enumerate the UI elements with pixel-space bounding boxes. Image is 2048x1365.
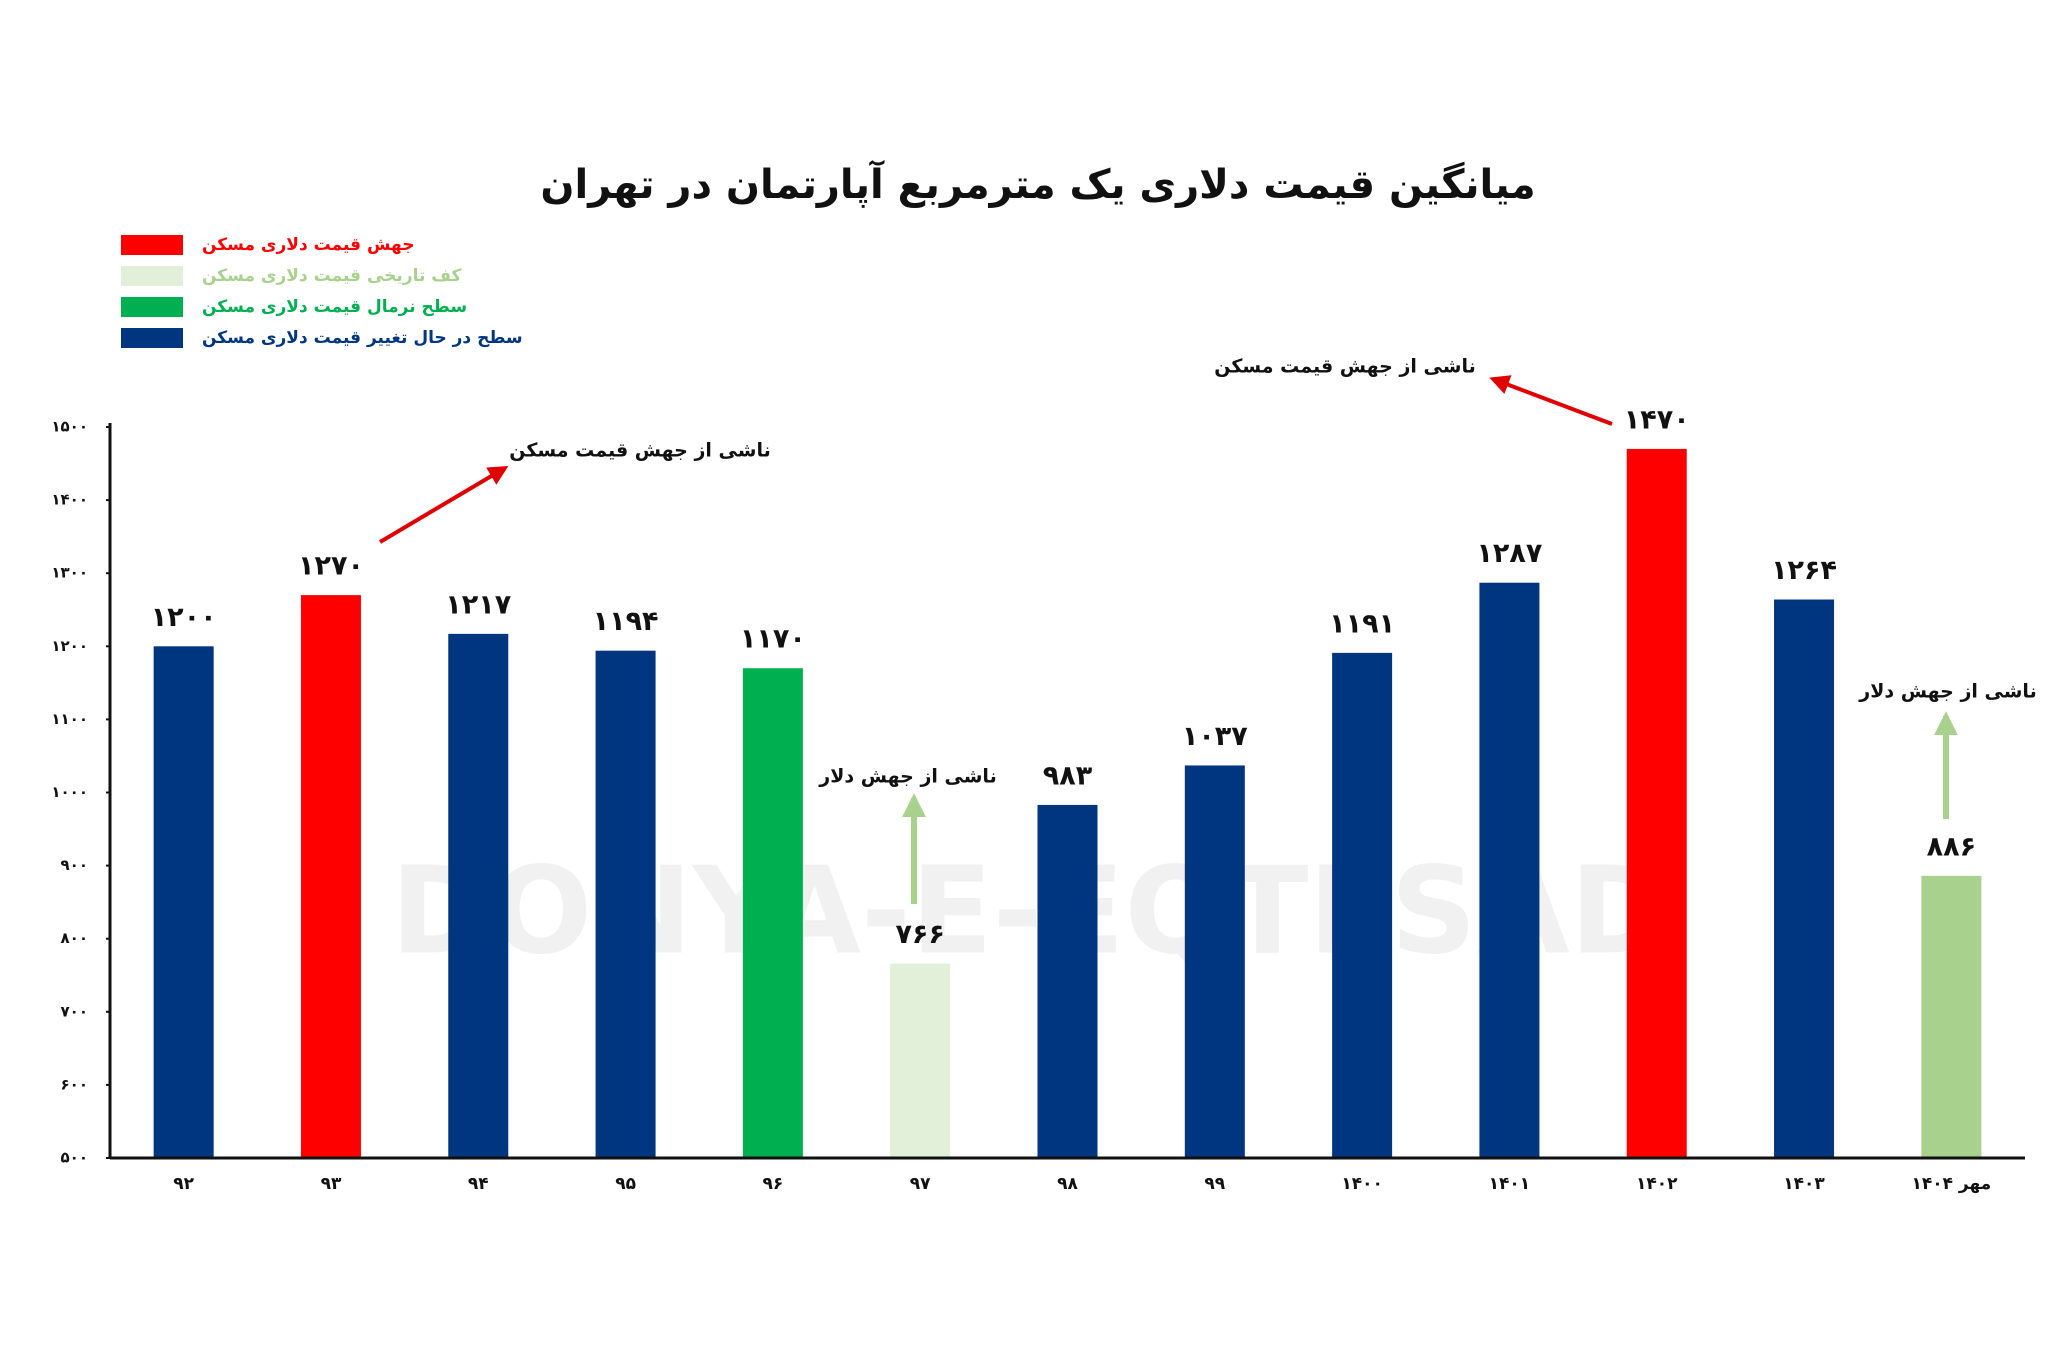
value-label: ۸۸۶ [1927, 831, 1976, 862]
x-tick-label: ۱۴۰۳ [1783, 1174, 1825, 1194]
value-label: ۱۲۷۰ [298, 551, 364, 582]
y-tick-label: ۷۰۰ [61, 1002, 88, 1020]
bar [1479, 582, 1540, 1158]
annotation: ناشی از جهش دلار [1858, 681, 2036, 703]
bar [448, 633, 509, 1158]
value-label: ۱۱۷۰ [740, 624, 806, 655]
bar [153, 646, 214, 1158]
arrow [378, 465, 509, 544]
bar [1332, 652, 1393, 1158]
value-label: ۱۲۱۷ [445, 589, 511, 620]
bar [1184, 765, 1245, 1158]
x-tick-label: ۹۲ [173, 1174, 194, 1194]
annotation: ناشی از جهش قیمت مسکن [1214, 356, 1475, 378]
legend-swatch [121, 297, 183, 317]
x-tick-label: ۹۷ [910, 1174, 931, 1194]
value-label: ۱۱۹۴ [593, 606, 659, 637]
bar [300, 595, 361, 1158]
value-label: ۱۲۸۷ [1476, 538, 1542, 569]
y-tick-label: ۱۰۰۰ [51, 783, 88, 801]
bar [1037, 804, 1098, 1158]
bar [1774, 599, 1835, 1158]
legend: جهش قیمت دلاری مسکن کف تاریخی قیمت دلاری … [121, 235, 523, 348]
bar [1626, 448, 1687, 1158]
watermark: DONYA-E-EQTESAD [391, 843, 1670, 982]
x-tick-label: ۹۳ [321, 1174, 342, 1194]
y-tick-label: ۱۵۰۰ [51, 418, 88, 436]
chart-title: میانگین قیمت دلاری یک مترمربع آپارتمان د… [540, 159, 1535, 208]
y-tick-label: ۶۰۰ [61, 1075, 88, 1093]
value-label: ۱۲۶۴ [1771, 555, 1837, 586]
value-label: ۱۲۰۰ [151, 602, 217, 633]
y-tick-label: ۱۳۰۰ [51, 564, 88, 582]
annotation: ناشی از جهش قیمت مسکن [509, 440, 770, 462]
value-label: ۹۸۳ [1043, 760, 1093, 791]
legend-swatch [121, 266, 183, 286]
x-tick-label: مهر ۱۴۰۴ [1911, 1174, 1991, 1194]
bar [595, 650, 656, 1158]
value-label: ۱۰۳۷ [1182, 721, 1248, 752]
legend-swatch [121, 235, 183, 255]
bar [742, 668, 803, 1158]
legend-label: سطح در حال تغییر قیمت دلاری مسکن [202, 328, 523, 348]
x-tick-label: ۱۴۰۱ [1489, 1174, 1531, 1194]
y-tick-label: ۸۰۰ [61, 929, 88, 947]
x-tick-label: ۹۶ [763, 1174, 784, 1194]
value-label: ۱۴۷۰ [1624, 404, 1690, 435]
x-tick-label: ۱۴۰۰ [1341, 1174, 1383, 1194]
bar [1921, 875, 1982, 1158]
legend-label: کف تاریخی قیمت دلاری مسکن [202, 266, 462, 286]
x-tick-label: ۱۴۰۲ [1636, 1174, 1678, 1194]
x-tick-label: ۹۸ [1057, 1174, 1078, 1194]
legend-swatch [121, 328, 183, 348]
annotation: ناشی از جهش دلار [818, 766, 996, 788]
value-label: ۷۶۶ [895, 919, 944, 950]
legend-label: سطح نرمال قیمت دلاری مسکن [202, 297, 467, 317]
y-tick-label: ۹۰۰ [61, 856, 88, 874]
arrow [1489, 375, 1613, 426]
y-tick-label: ۵۰۰ [61, 1149, 88, 1167]
y-tick-label: ۱۲۰۰ [51, 637, 88, 655]
x-tick-label: ۹۵ [615, 1174, 636, 1194]
value-label: ۱۱۹۱ [1329, 608, 1395, 639]
legend-label: جهش قیمت دلاری مسکن [202, 235, 414, 255]
y-tick-label: ۱۴۰۰ [51, 491, 88, 509]
y-tick-label: ۱۱۰۰ [51, 710, 88, 728]
x-tick-label: ۹۹ [1204, 1174, 1225, 1194]
bar [890, 963, 951, 1158]
x-tick-label: ۹۴ [468, 1174, 489, 1194]
